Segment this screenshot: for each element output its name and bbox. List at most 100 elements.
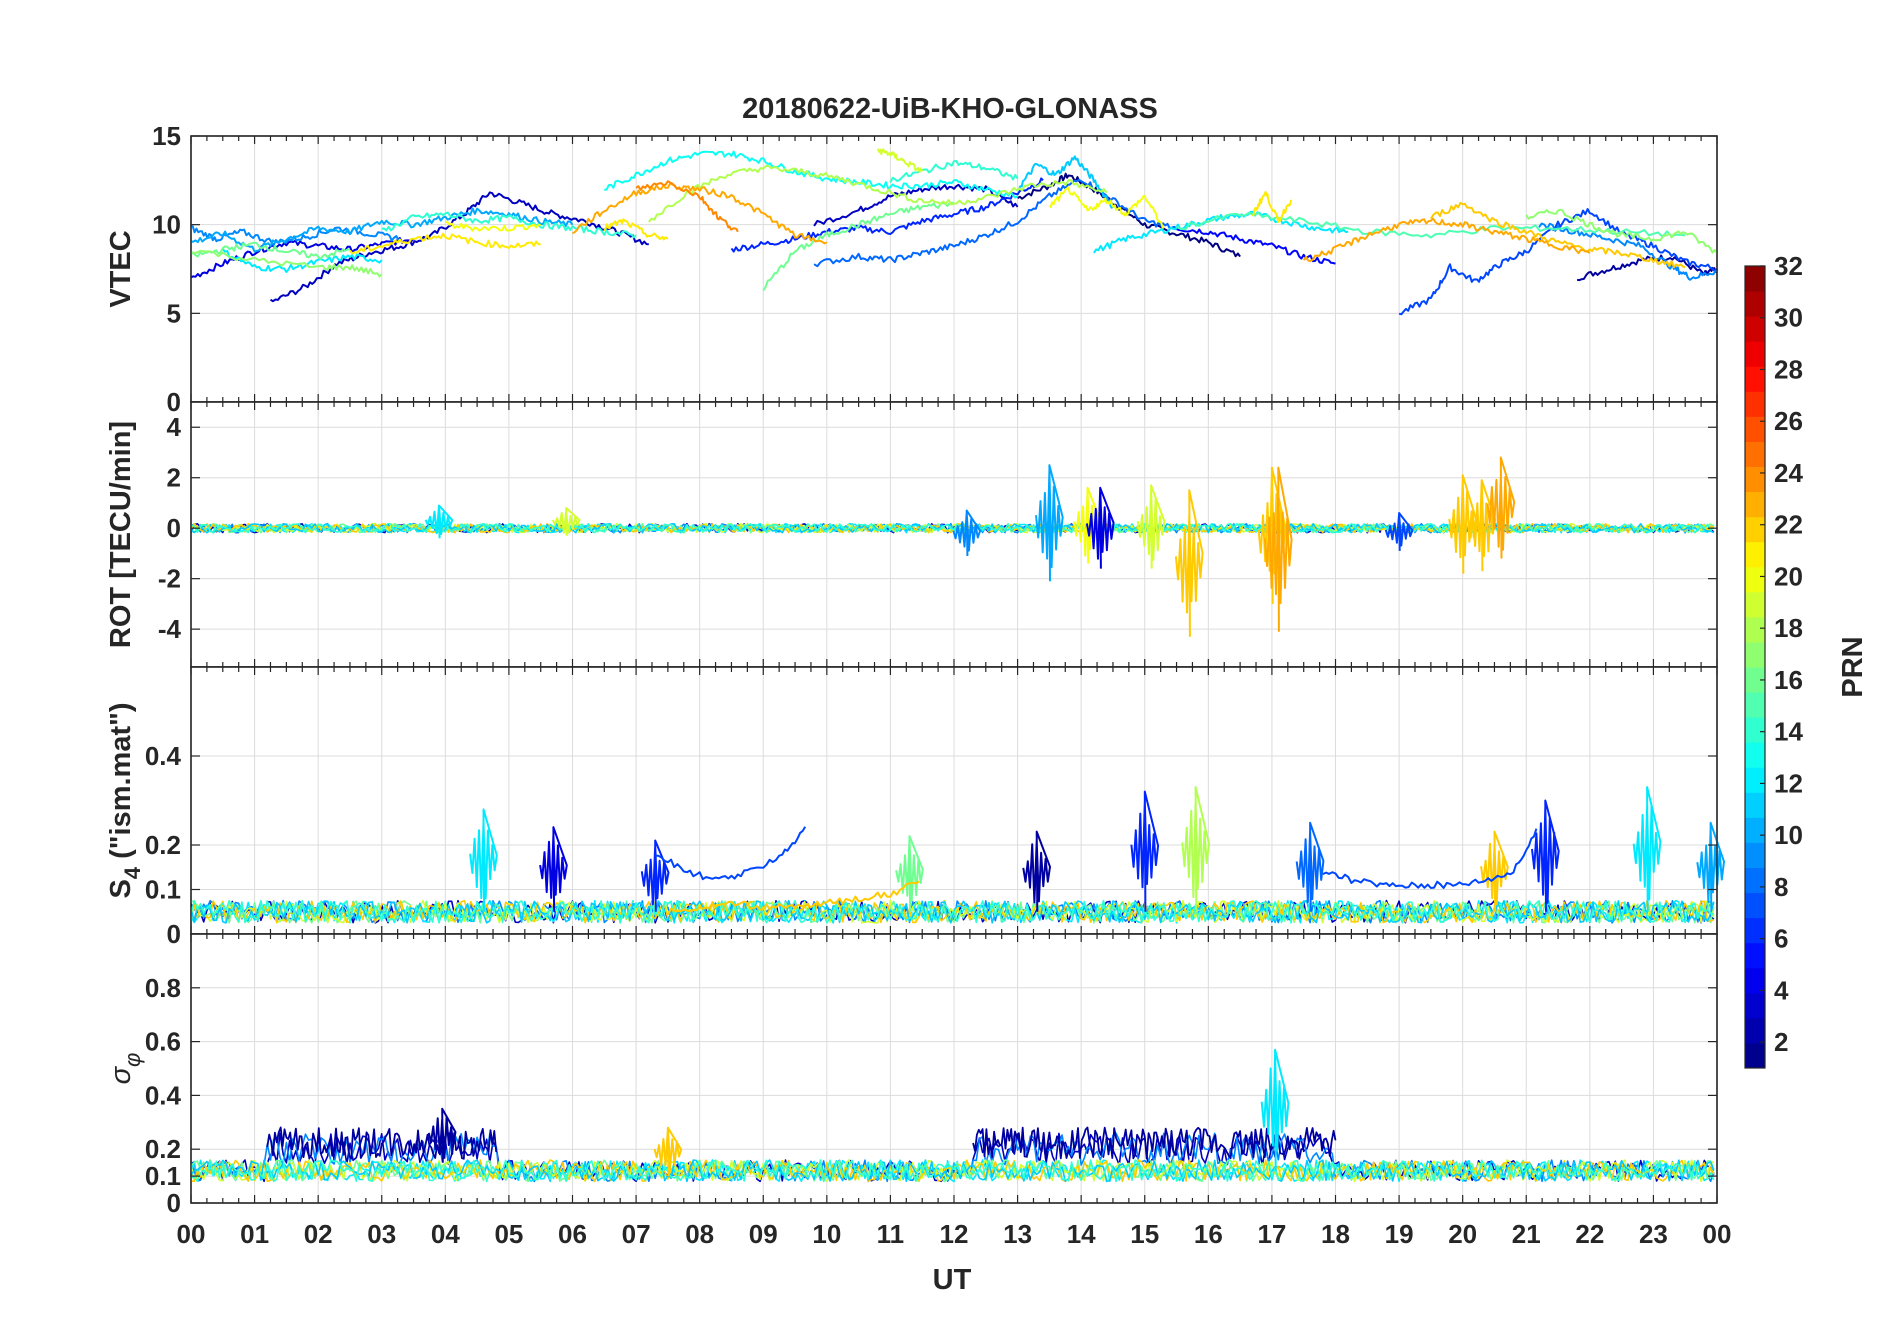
colorbar-segment (1745, 416, 1765, 442)
y-tick-label: 0 (167, 1188, 181, 1218)
x-tick-label: 15 (1130, 1219, 1159, 1249)
x-tick-label: 19 (1385, 1219, 1414, 1249)
prn-series-line (1257, 466, 1287, 604)
prn-series-line (1696, 821, 1725, 912)
y-axis-label-main: S (105, 879, 137, 898)
tick-marks (190, 934, 1718, 1203)
prn-series-line (190, 207, 574, 253)
rot-panel: -4 -2 0 2 4 ROT [TECU/min] (105, 401, 1718, 668)
prn-series-line (813, 178, 1178, 268)
prn-series-line (762, 201, 955, 292)
colorbar-segment (1745, 541, 1765, 568)
colorbar-segment (1745, 667, 1765, 693)
y-tick-label: 2 (167, 463, 181, 493)
colorbar-tick-label: 8 (1774, 872, 1788, 902)
prn-series-line (1085, 486, 1115, 569)
y-tick-labels: 0 0.1 0.2 0.4 (145, 741, 1717, 949)
colorbar-segment (1745, 742, 1765, 768)
colorbar-segment (1745, 892, 1765, 919)
y-axis-label-main: σ (105, 1065, 137, 1084)
colorbar-segment (1745, 391, 1765, 417)
prn-series-line (1322, 828, 1538, 889)
prn-series-line (1430, 201, 1686, 269)
prn-series-line (655, 826, 807, 881)
prn-series-line (1398, 208, 1718, 316)
colorbar-tick-label: 12 (1774, 768, 1803, 798)
prn-series-line (1017, 155, 1114, 209)
prn-series-line (1174, 489, 1204, 637)
prn-series-line (190, 1159, 1715, 1183)
colorbar-segment (1745, 867, 1765, 894)
colorbar-tick-label: 4 (1774, 975, 1789, 1005)
y-axis-label: σφ (105, 1053, 145, 1085)
y-tick-labels: -4 -2 0 2 4 (158, 412, 1717, 644)
prn-series-line (1176, 228, 1336, 265)
x-tick-label: 07 (622, 1219, 651, 1249)
prn-series-line (190, 899, 1715, 924)
prn-series-line (190, 249, 383, 278)
colorbar-segment (1745, 591, 1765, 618)
colorbar-segment (1745, 466, 1765, 493)
colorbar-tick-label: 20 (1774, 561, 1803, 591)
y-tick-label: 10 (152, 210, 181, 240)
prn-series-line (427, 1107, 457, 1163)
colorbar-segment (1745, 491, 1765, 518)
x-tick-label: 08 (685, 1219, 714, 1249)
x-tick-label: 05 (494, 1219, 523, 1249)
colorbar-segment (1745, 717, 1765, 743)
colorbar-segment (1745, 516, 1765, 543)
y-axis-label: S4 ("ism.mat") (105, 702, 145, 898)
prn-series-line (1251, 190, 1292, 223)
y-axis-label: ROT [TECU/min] (105, 421, 137, 648)
x-tick-label: 13 (1003, 1219, 1032, 1249)
prn-series-line (876, 148, 924, 173)
colorbar-frame (1744, 265, 1766, 1069)
prn-series-line (1302, 217, 1591, 262)
x-tick-label: 09 (749, 1219, 778, 1249)
x-tick-label: 00 (1703, 1219, 1732, 1249)
prn-series-line (1295, 821, 1325, 912)
colorbar-tick-label: 10 (1774, 820, 1803, 850)
x-axis-tick-labels: 00 01 02 03 04 05 06 07 08 09 10 11 12 13 14 15 16 17 18 19… (177, 1219, 1732, 1249)
colorbar-segment (1745, 641, 1765, 668)
x-tick-label: 03 (367, 1219, 396, 1249)
colorbar-segment (1745, 767, 1765, 793)
x-tick-label: 21 (1512, 1219, 1541, 1249)
prn-series-line (469, 808, 498, 912)
prn-series-line (222, 248, 383, 273)
colorbar-tick-label: 6 (1774, 924, 1788, 954)
y-tick-label: 0.2 (145, 830, 181, 860)
y-axis-label-rest: ("ism.mat") (105, 702, 137, 866)
prn-series-line (1136, 484, 1166, 569)
colorbar-segment (1745, 917, 1765, 944)
y-tick-label: 0.2 (145, 1134, 181, 1164)
prn-series-line (381, 211, 637, 239)
prn-series-line (1035, 464, 1064, 582)
colorbar-segment (1745, 692, 1765, 718)
prn-series-line (635, 180, 739, 233)
y-tick-labels: 00.10.2 0.4 0.6 0.8 (145, 973, 1717, 1218)
prn-series-line (1525, 208, 1718, 254)
y-tick-labels: 0 5 10 15 (152, 121, 1717, 417)
y-tick-label: 0.1 (145, 875, 181, 905)
prn-series-line (349, 232, 541, 255)
tick-marks (190, 136, 1718, 402)
data-series (190, 786, 1725, 924)
colorbar-segment (1745, 792, 1765, 818)
prn-series-line (1048, 186, 1165, 230)
tick-marks (190, 667, 1718, 934)
y-tick-label: 15 (152, 121, 181, 151)
prn-series-line (730, 177, 1044, 253)
y-tick-label: 0 (167, 513, 181, 543)
data-series (190, 1048, 1715, 1183)
colorbar-tick-label: 14 (1774, 717, 1803, 747)
prn-series-line (889, 159, 1019, 183)
x-tick-label: 17 (1257, 1219, 1286, 1249)
x-axis-label: UT (933, 1264, 972, 1296)
prn-series-line (572, 182, 828, 245)
colorbar-tick-label: 30 (1774, 303, 1803, 333)
y-axis-label-subscript: 4 (120, 866, 145, 879)
colorbar-tick-label: 28 (1774, 354, 1803, 384)
x-tick-label: 12 (940, 1219, 969, 1249)
